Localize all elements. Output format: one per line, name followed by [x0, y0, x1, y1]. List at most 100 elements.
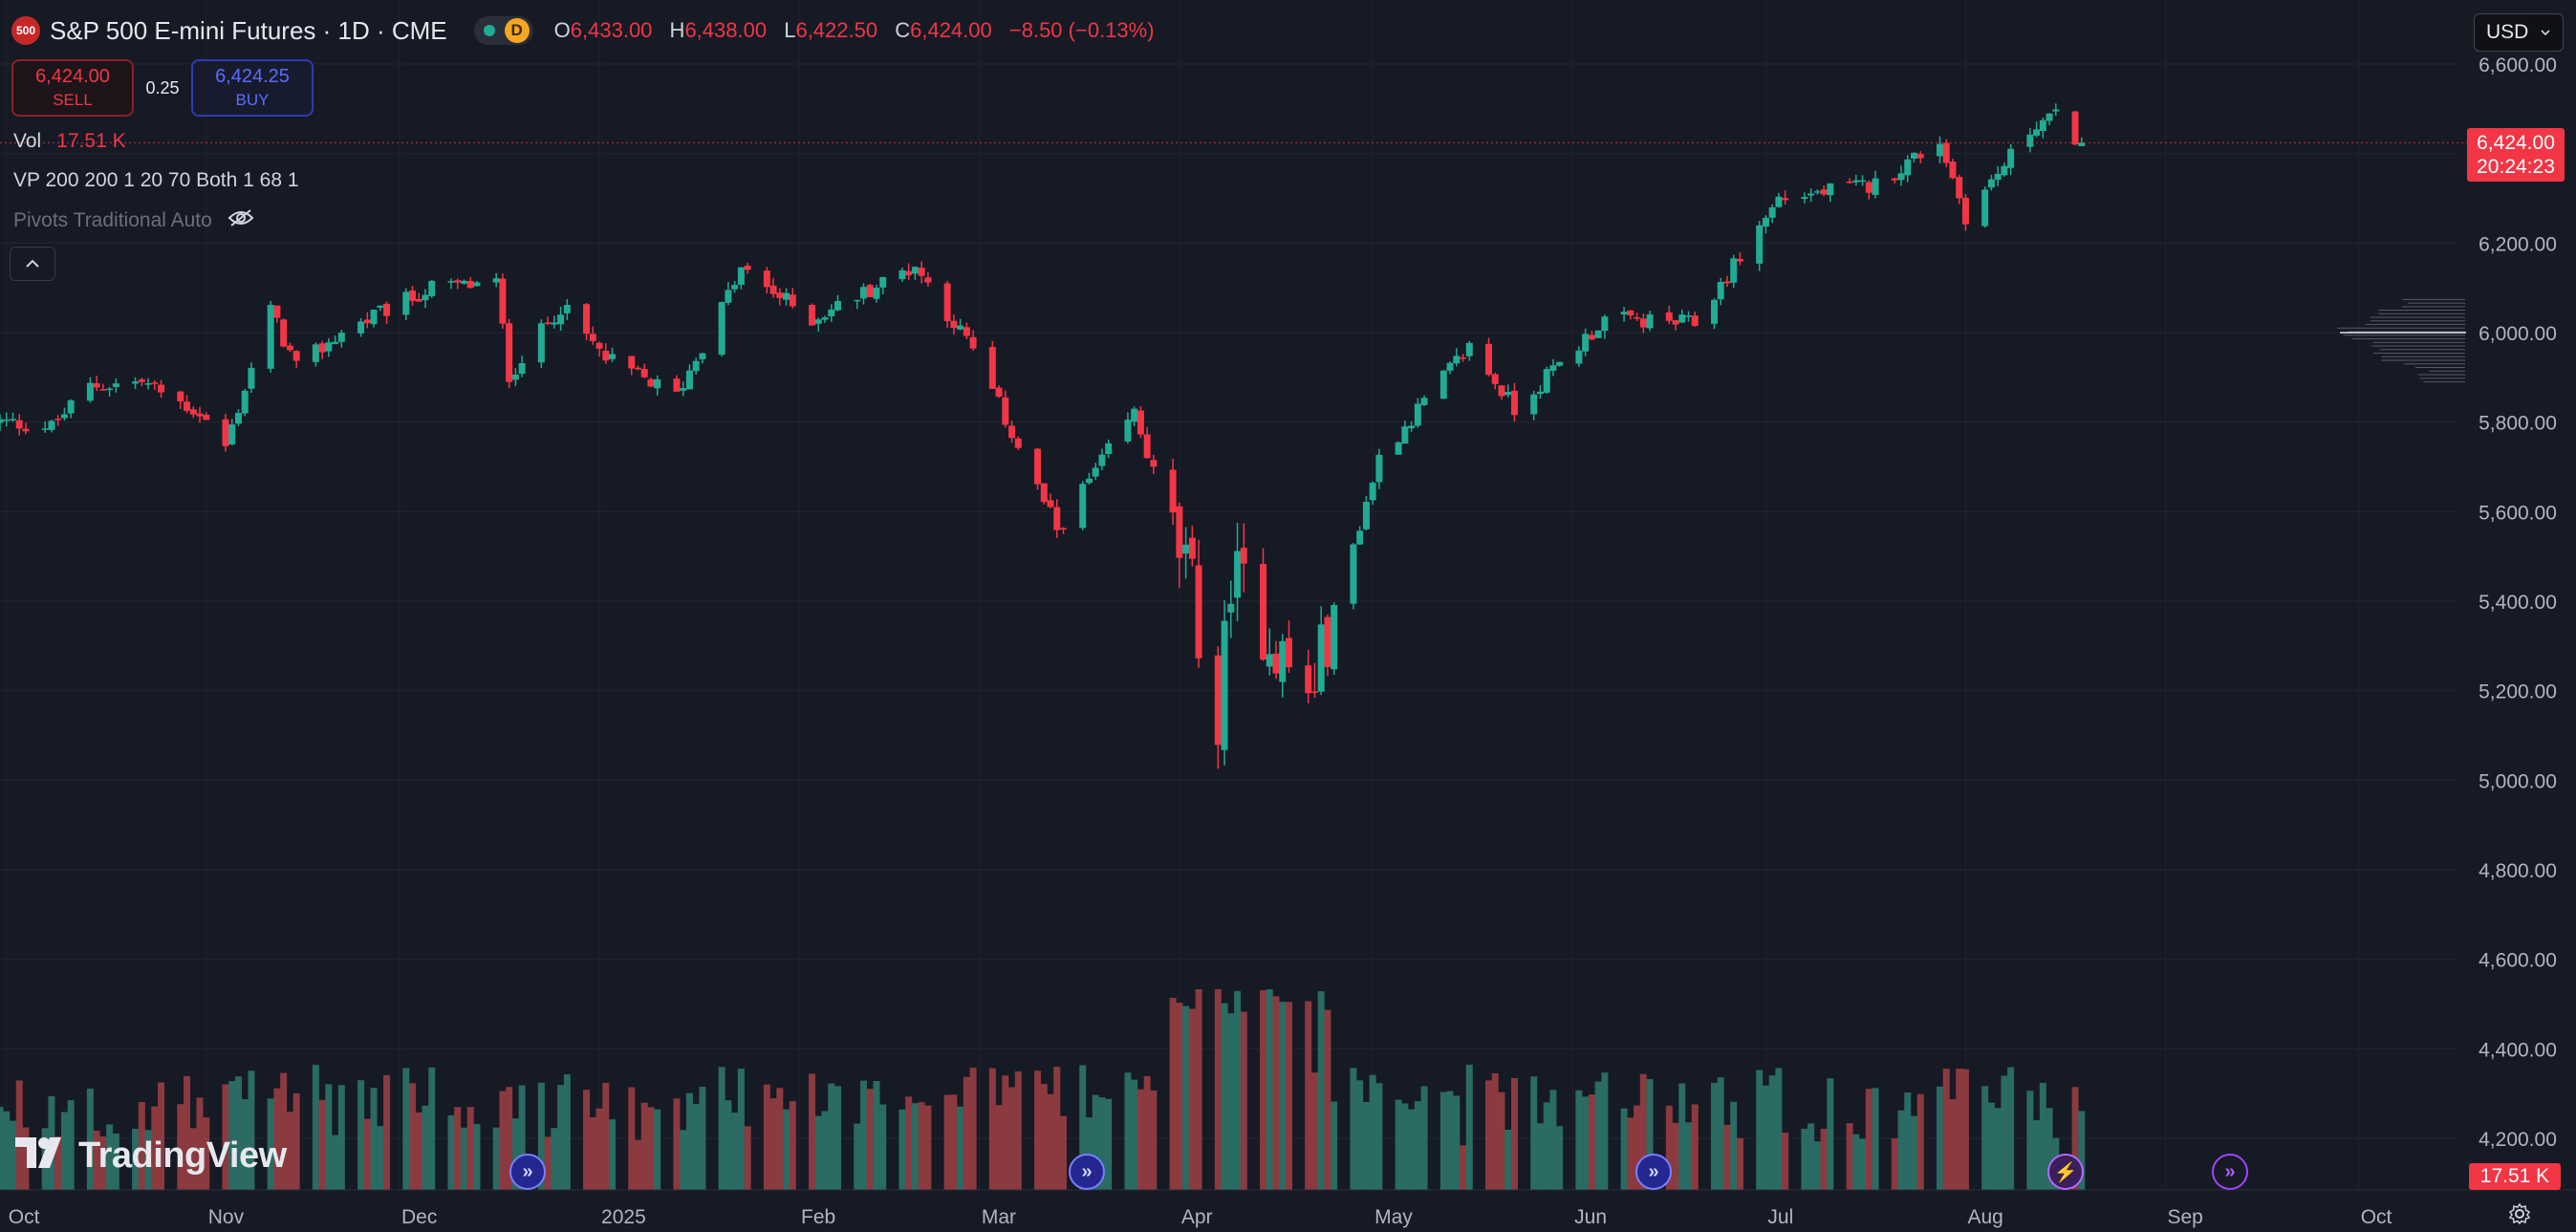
- candle-body: [492, 278, 500, 283]
- candle-body: [635, 367, 641, 370]
- volume-bar: [363, 1118, 371, 1190]
- candle-body: [1865, 182, 1872, 193]
- gear-icon[interactable]: [2506, 1200, 2533, 1227]
- buy-button[interactable]: 6,424.25 BUY: [191, 59, 314, 117]
- candle-body: [1678, 314, 1686, 323]
- candle-body: [1510, 390, 1518, 416]
- currency-select[interactable]: USD: [2474, 13, 2564, 52]
- candle-body: [1136, 410, 1144, 435]
- candle-body: [112, 383, 119, 387]
- volume-bar: [969, 1068, 977, 1190]
- candle-body: [1401, 426, 1409, 444]
- price-tick-label: 4,200.00: [2479, 1129, 2557, 1151]
- candle-body: [22, 428, 30, 432]
- candle-body: [1350, 544, 1357, 604]
- volume-bar: [1543, 1102, 1550, 1190]
- volume-bar: [557, 1085, 565, 1190]
- volume-bar: [1285, 1002, 1292, 1190]
- volume-bar: [1092, 1094, 1099, 1190]
- candle-body: [106, 388, 114, 391]
- pivots-indicator-legend[interactable]: Pivots Traditional Auto: [13, 208, 254, 233]
- collapse-legend-button[interactable]: [10, 247, 55, 281]
- volume-bar: [814, 1115, 822, 1190]
- candle-body: [1079, 484, 1087, 529]
- chart-grid: [0, 63, 2457, 1139]
- candle-body: [1131, 408, 1138, 422]
- volume-bar: [99, 1135, 107, 1190]
- vp-indicator-legend[interactable]: VP 200 200 1 20 70 Both 1 68 1: [13, 169, 299, 192]
- candle-body: [911, 267, 919, 274]
- candle-body: [415, 298, 422, 302]
- high-key: H: [669, 18, 685, 42]
- volume-bar: [1646, 1078, 1654, 1190]
- volume-bar: [1420, 1086, 1428, 1190]
- candle-body: [1891, 178, 1898, 181]
- eye-hidden-icon[interactable]: [227, 208, 254, 233]
- volume-bar: [1460, 1145, 1467, 1190]
- volume-bar: [628, 1087, 636, 1190]
- volume-bar: [1485, 1080, 1492, 1190]
- candle-body: [1310, 691, 1318, 693]
- volume-bar: [1260, 990, 1267, 1190]
- volume-bar: [312, 1065, 319, 1190]
- volume-bar: [1904, 1092, 1912, 1190]
- volume-bar: [1685, 1122, 1693, 1190]
- candle-body: [363, 319, 371, 324]
- volume-bar: [763, 1084, 770, 1190]
- volume-bar: [957, 1106, 964, 1190]
- candle-body: [1639, 318, 1647, 328]
- volume-bar: [106, 1124, 114, 1190]
- candle-body: [1685, 315, 1693, 317]
- buy-label: BUY: [235, 91, 270, 109]
- candle-body: [99, 389, 107, 391]
- candle-body: [544, 322, 552, 324]
- candle-body: [2046, 113, 2053, 121]
- candle-body: [454, 280, 462, 283]
- volume-bar: [273, 1088, 281, 1190]
- sell-button[interactable]: 6,424.00 SELL: [11, 59, 134, 117]
- candle-body: [228, 424, 236, 444]
- volume-bar: [950, 1094, 958, 1190]
- volume-bar: [583, 1090, 591, 1190]
- candle-body: [93, 382, 100, 388]
- volume-bar: [563, 1074, 571, 1190]
- volume-bar: [1395, 1099, 1402, 1190]
- candle-body: [2007, 148, 2015, 168]
- candle-body: [273, 305, 281, 318]
- volume-bar: [1956, 1068, 1963, 1190]
- price-tick-label: 6,200.00: [2479, 233, 2557, 255]
- dividend-event-icon[interactable]: »: [1069, 1154, 1105, 1190]
- price-tick-label: 5,600.00: [2479, 502, 2557, 524]
- lightning-event-icon[interactable]: ⚡: [2047, 1154, 2084, 1190]
- volume-bar: [589, 1116, 596, 1190]
- dividend-event-icon[interactable]: »: [509, 1154, 546, 1190]
- volume-bar: [1053, 1067, 1061, 1190]
- tradingview-logo[interactable]: TradingView: [15, 1135, 287, 1177]
- market-status-pill[interactable]: D: [473, 16, 533, 45]
- candle-body: [1730, 258, 1738, 283]
- price-tick-label: 4,600.00: [2479, 950, 2557, 972]
- volume-bar: [1408, 1109, 1416, 1190]
- candle-body: [1053, 507, 1061, 530]
- volume-bar: [1981, 1086, 1989, 1190]
- candle-body: [1279, 640, 1287, 682]
- candle-body: [2026, 134, 2034, 147]
- volume-indicator-legend[interactable]: Vol 17.51 K: [13, 130, 126, 153]
- volume-bar: [1324, 1009, 1331, 1190]
- volume-bar: [1916, 1093, 1924, 1190]
- volume-bar: [1491, 1072, 1499, 1190]
- volume-bar: [1820, 1129, 1828, 1190]
- candle-body: [814, 319, 822, 324]
- dividend-event-icon[interactable]: »: [1635, 1154, 1672, 1190]
- candle-body: [673, 378, 681, 392]
- volume-bar: [499, 1091, 507, 1190]
- volume-bar: [460, 1127, 467, 1190]
- volume-bar: [789, 1101, 796, 1190]
- volume-bar: [898, 1109, 906, 1190]
- symbol-title[interactable]: S&P 500 E-mini Futures · 1D · CME: [50, 15, 447, 45]
- close-key: C: [895, 18, 911, 42]
- symbol-logo[interactable]: 500: [11, 16, 40, 45]
- candle-body: [1956, 177, 1963, 199]
- future-event-icon[interactable]: »: [2212, 1154, 2248, 1190]
